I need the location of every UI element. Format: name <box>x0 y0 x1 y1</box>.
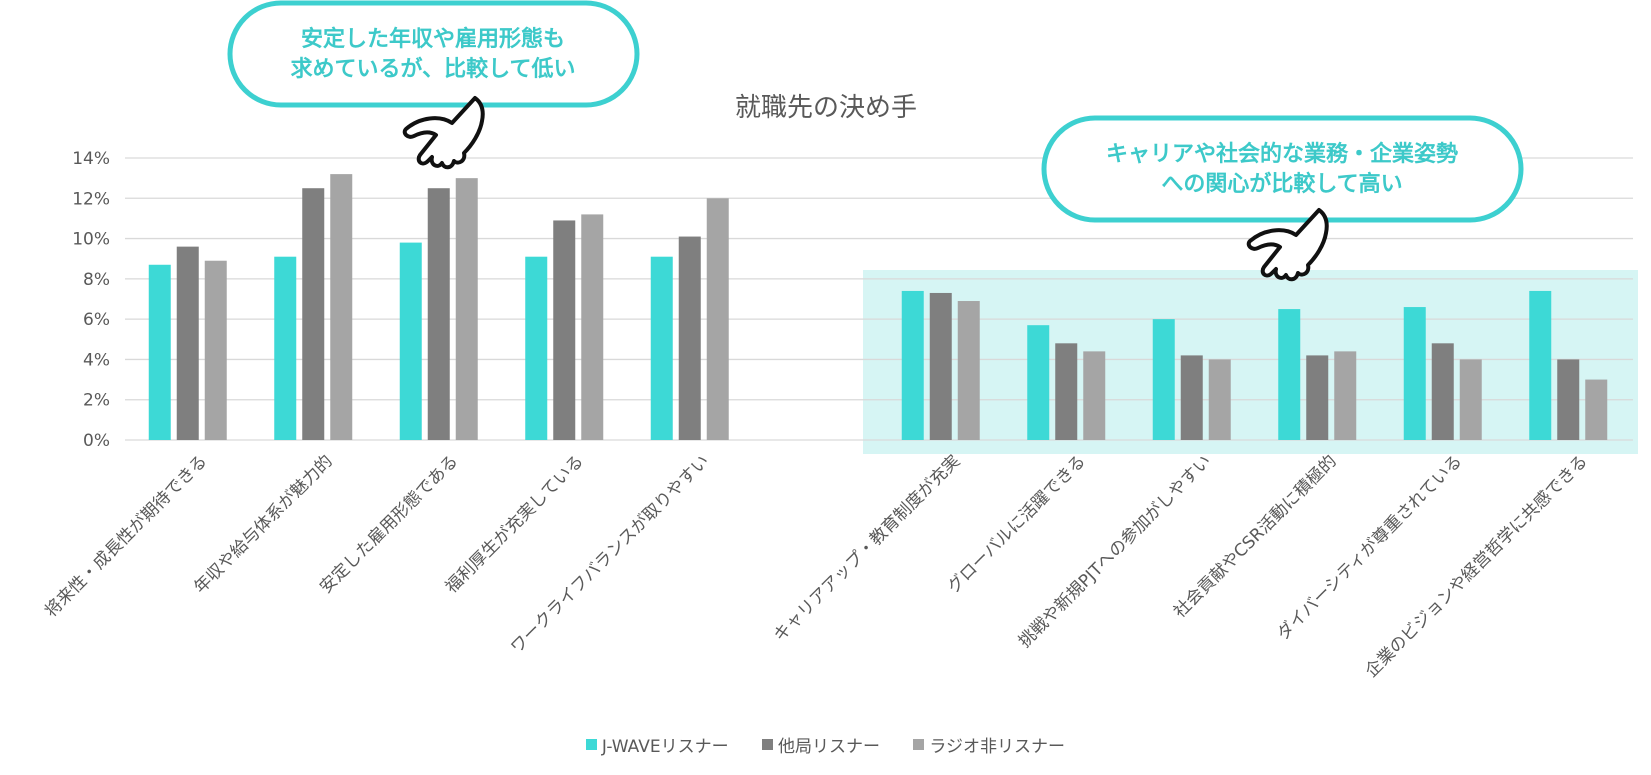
bar <box>706 198 729 440</box>
bar <box>1278 309 1301 440</box>
y-tick-label: 2% <box>83 391 110 411</box>
legend-swatch <box>913 739 925 750</box>
bar <box>204 260 227 440</box>
callout-2-line-1: キャリアや社会的な業務・企業姿勢 <box>1106 141 1458 167</box>
x-tick-label: 年収や給与体系が魅力的 <box>190 451 336 597</box>
bar <box>148 264 171 440</box>
bar <box>1306 355 1329 440</box>
bar <box>330 174 353 440</box>
x-tick-label: 企業のビジョンや経営哲学に共感できる <box>1362 451 1592 681</box>
bar <box>427 188 450 440</box>
x-tick-label: 将来性・成長性が期待できる <box>41 451 211 621</box>
bar <box>553 220 576 440</box>
bar <box>1152 319 1175 440</box>
x-tick-label: グローバルに活躍できる <box>944 451 1090 597</box>
bar <box>1585 379 1608 440</box>
y-tick-label: 0% <box>83 431 110 451</box>
bar <box>455 178 478 440</box>
y-tick-label: 4% <box>83 350 110 370</box>
bar <box>1208 359 1231 440</box>
y-tick-label: 12% <box>72 189 110 209</box>
callout-1-line-2: 求めているが、比較して低い <box>291 56 576 82</box>
legend-swatch <box>761 739 773 750</box>
bar <box>581 214 604 440</box>
x-tick-label: ワークライフバランスが取りやすい <box>507 451 713 657</box>
y-tick-label: 6% <box>83 310 110 330</box>
callout-1-line-1: 安定した年収や雇用形態も <box>301 26 565 52</box>
bar <box>1459 359 1482 440</box>
callout-1: 安定した年収や雇用形態も 求めているが、比較して低い <box>227 0 640 108</box>
bar <box>957 301 980 440</box>
highlight-band <box>863 270 1638 454</box>
callout-2: キャリアや社会的な業務・企業姿勢 への関心が比較して高い <box>1041 115 1524 223</box>
x-tick-label: 福利厚生が充実している <box>442 451 588 597</box>
y-tick-label: 8% <box>83 270 110 290</box>
bar <box>929 292 952 440</box>
y-tick-label: 10% <box>72 230 110 250</box>
callout-2-line-2: への関心が比較して高い <box>1161 171 1402 197</box>
bar <box>1055 343 1078 440</box>
bar <box>1180 355 1203 440</box>
bar <box>176 246 199 440</box>
legend-swatch <box>585 739 597 750</box>
bar <box>525 256 548 440</box>
pointing-hand-icon <box>402 96 485 170</box>
bar <box>302 188 325 440</box>
x-axis-labels: 将来性・成長性が期待できる年収や給与体系が魅力的安定した雇用形態である福利厚生が… <box>41 451 1592 681</box>
legend-label: ラジオ非リスナー <box>929 737 1066 757</box>
y-axis: 0% 2% 4% 6% 8% 10% 12% 14% <box>72 149 110 451</box>
chart-title: 就職先の決め手 <box>735 93 917 123</box>
bar <box>1529 290 1552 440</box>
legend-label: 他局リスナー <box>777 737 880 757</box>
bar <box>901 290 924 440</box>
bar <box>1431 343 1454 440</box>
pointing-hand-icon <box>1246 208 1329 282</box>
bar <box>1557 359 1580 440</box>
bar <box>1027 325 1050 440</box>
x-tick-label: キャリアアップ・教育制度が充実 <box>770 451 964 645</box>
bars <box>148 174 1608 440</box>
bar <box>678 236 701 440</box>
legend-label: J-WAVEリスナー <box>601 737 729 757</box>
bar <box>399 242 422 440</box>
bar <box>1083 351 1106 440</box>
bar <box>1334 351 1357 440</box>
bar <box>650 256 673 440</box>
legend-item-other-station: 他局リスナー <box>761 732 880 757</box>
bar <box>274 256 297 440</box>
legend-item-jwave: J-WAVEリスナー <box>585 732 729 757</box>
bar <box>1403 307 1426 440</box>
y-tick-label: 14% <box>72 149 110 169</box>
x-tick-label: 安定した雇用形態である <box>316 451 462 597</box>
legend-item-non-listener: ラジオ非リスナー <box>913 732 1065 757</box>
legend: J-WAVEリスナー 他局リスナー ラジオ非リスナー <box>0 732 1651 757</box>
